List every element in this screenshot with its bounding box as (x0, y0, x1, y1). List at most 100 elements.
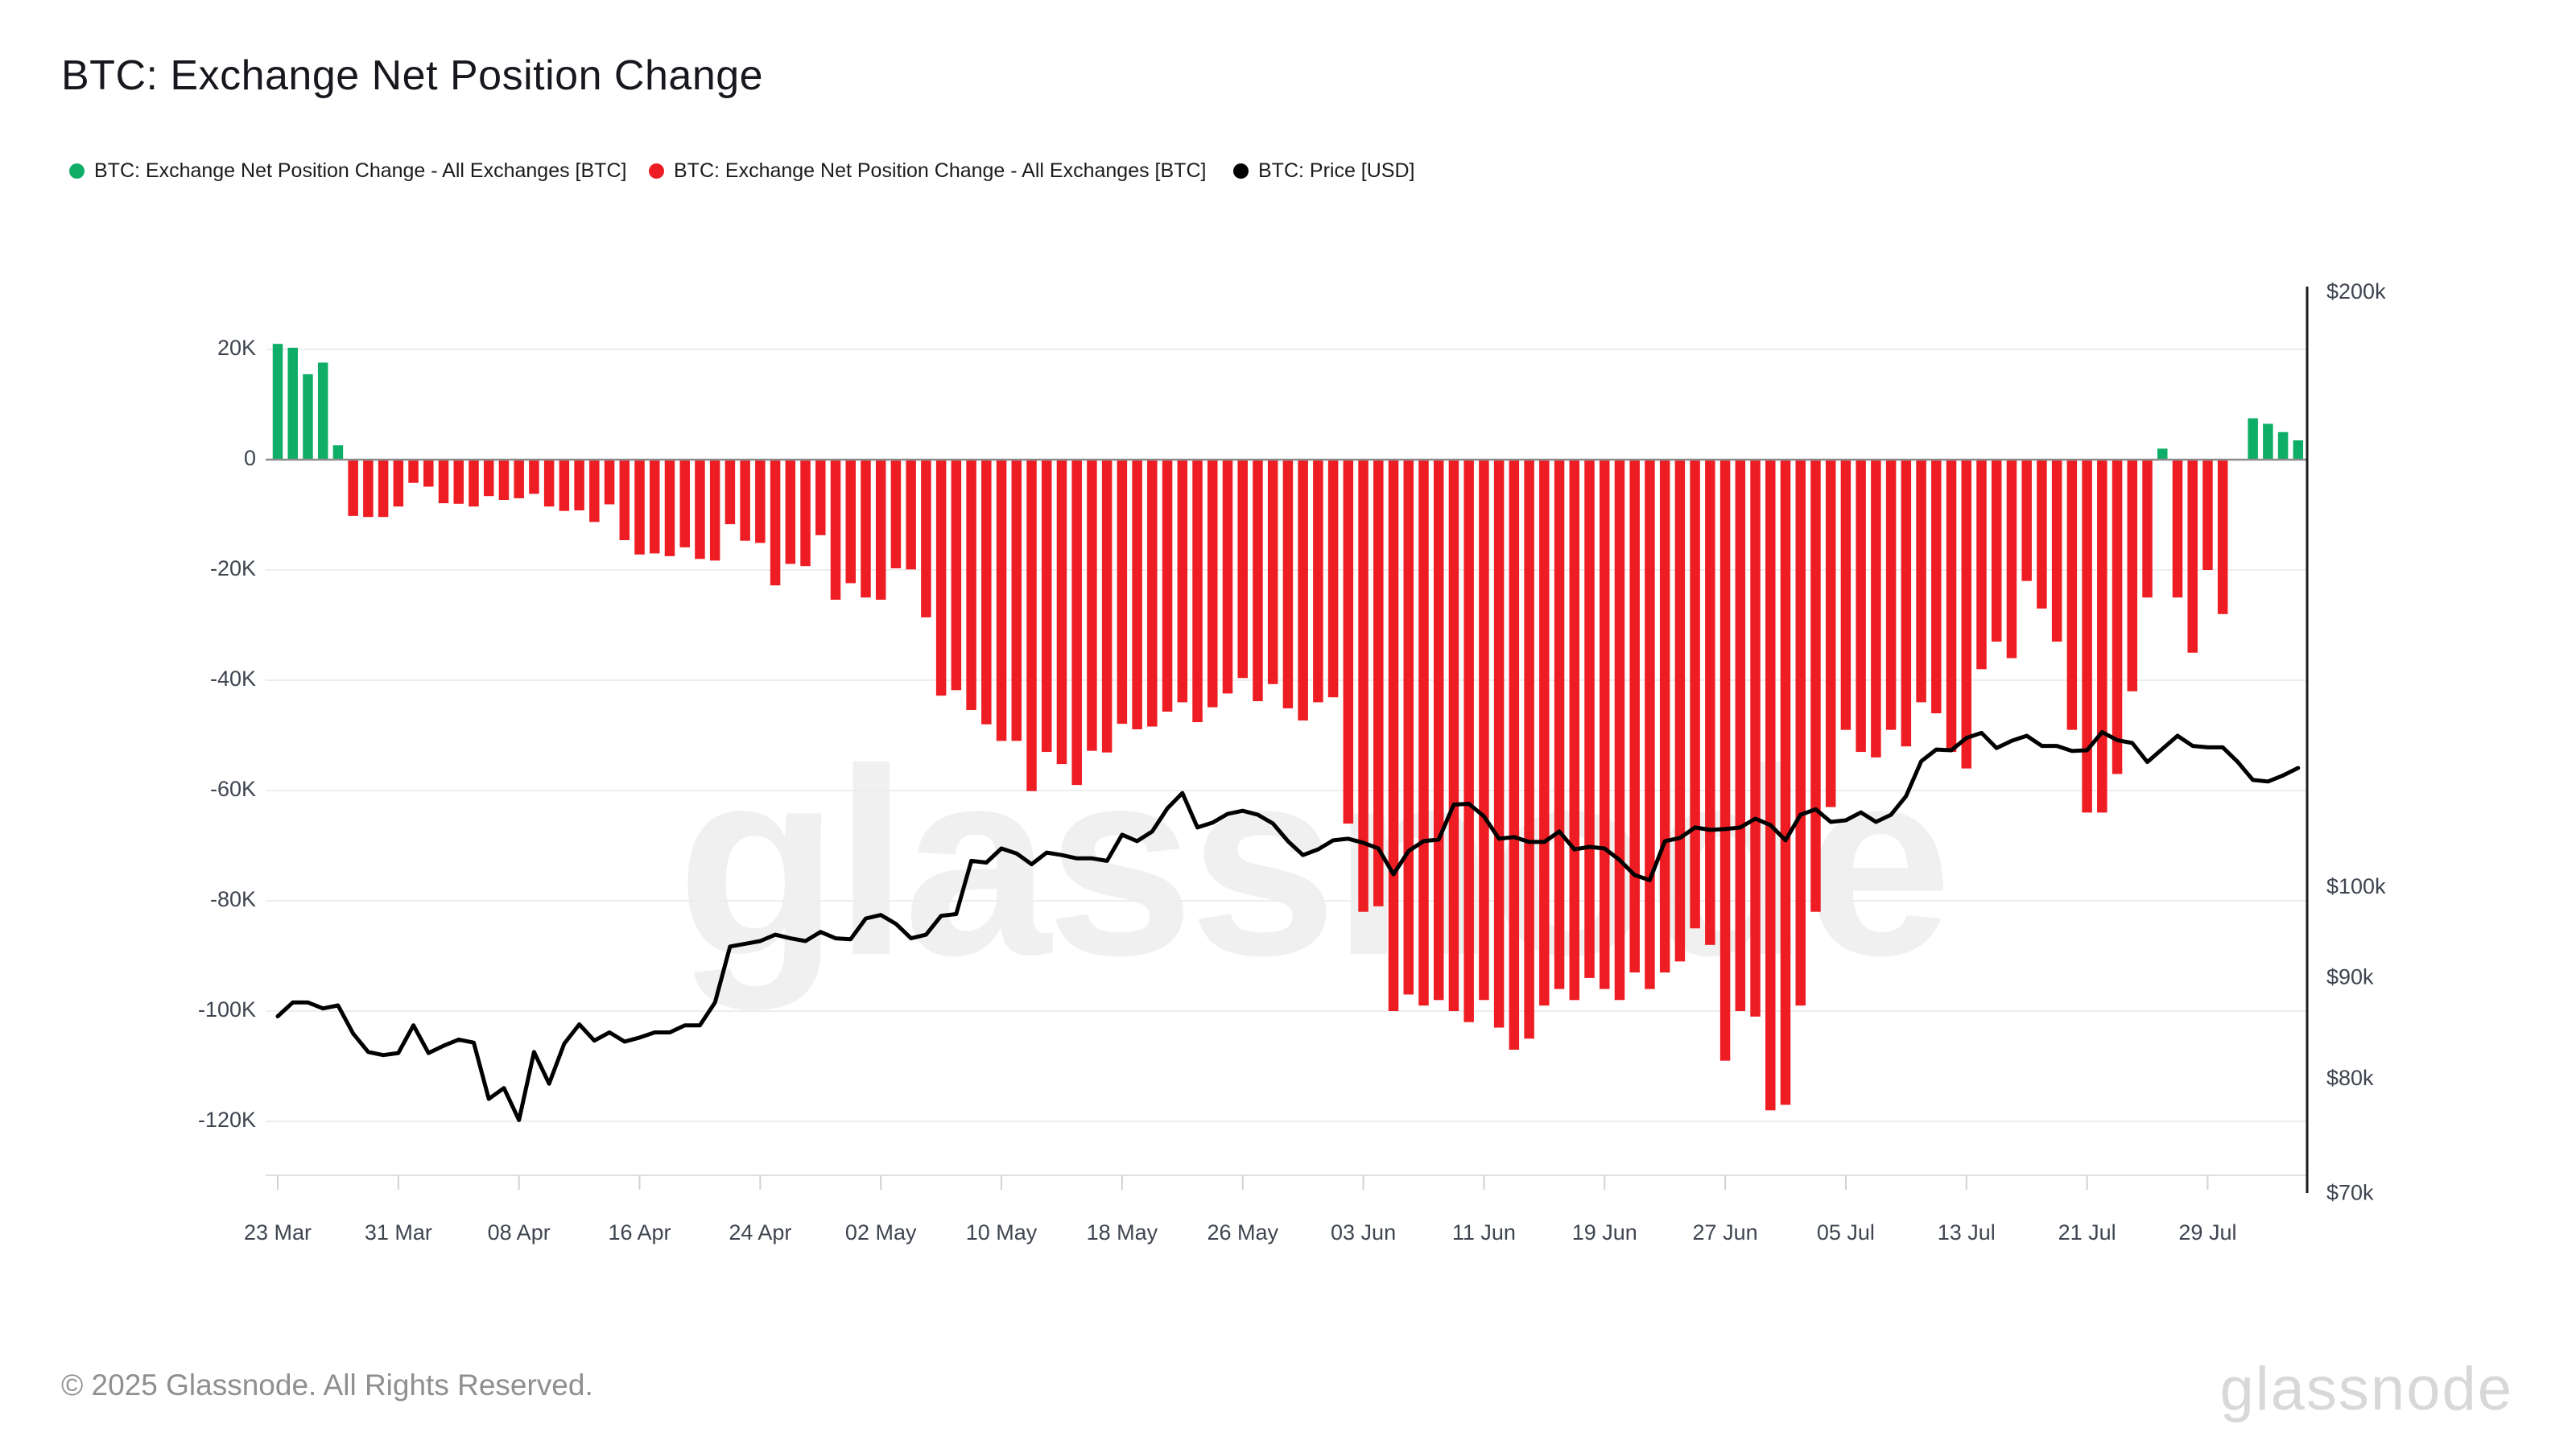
netflow-bar[interactable] (815, 460, 826, 535)
netflow-bar[interactable] (650, 460, 660, 554)
netflow-bar[interactable] (1524, 460, 1534, 1039)
netflow-bar[interactable] (679, 460, 690, 547)
netflow-bar[interactable] (770, 460, 781, 586)
netflow-bar[interactable] (1991, 460, 2002, 642)
netflow-bar[interactable] (951, 460, 962, 691)
netflow-bar[interactable] (1222, 460, 1233, 694)
netflow-bar[interactable] (378, 460, 389, 518)
netflow-bar[interactable] (2112, 460, 2123, 774)
netflow-bar[interactable] (2293, 440, 2304, 460)
netflow-bar[interactable] (2263, 423, 2273, 460)
netflow-bar[interactable] (906, 460, 916, 570)
netflow-bar[interactable] (574, 460, 584, 511)
netflow-bar[interactable] (1976, 460, 1987, 670)
netflow-bar[interactable] (2142, 460, 2153, 598)
netflow-bar[interactable] (861, 460, 871, 598)
netflow-bar[interactable] (332, 445, 344, 460)
netflow-bar[interactable] (890, 460, 902, 568)
netflow-bar[interactable] (724, 460, 736, 525)
netflow-bar[interactable] (483, 460, 494, 497)
netflow-bar[interactable] (303, 374, 313, 460)
netflow-bar[interactable] (1735, 460, 1746, 1011)
netflow-bar[interactable] (423, 460, 434, 487)
netflow-bar[interactable] (1719, 460, 1731, 1061)
netflow-bar[interactable] (1705, 460, 1715, 945)
netflow-bar[interactable] (1253, 460, 1263, 702)
netflow-bar[interactable] (514, 460, 524, 498)
netflow-bar[interactable] (1795, 460, 1806, 1006)
netflow-bar[interactable] (1554, 460, 1565, 989)
netflow-bar[interactable] (1599, 460, 1610, 989)
netflow-bar[interactable] (664, 460, 675, 556)
legend-item-price[interactable]: BTC: Price [USD] (1233, 159, 1414, 183)
netflow-bar[interactable] (2202, 460, 2213, 570)
netflow-bar[interactable] (1418, 460, 1429, 1006)
netflow-bar[interactable] (393, 460, 404, 507)
netflow-bar[interactable] (2021, 460, 2032, 581)
netflow-bar[interactable] (1569, 460, 1580, 1001)
netflow-bar[interactable] (1584, 460, 1595, 978)
netflow-bar[interactable] (1313, 460, 1323, 703)
netflow-bar[interactable] (1750, 460, 1761, 1017)
netflow-bar[interactable] (1614, 460, 1625, 1001)
netflow-bar[interactable] (453, 460, 464, 504)
netflow-bar[interactable] (1298, 460, 1308, 721)
netflow-bar[interactable] (1041, 460, 1052, 753)
netflow-bar[interactable] (981, 460, 992, 724)
netflow-bar[interactable] (1479, 460, 1489, 1001)
netflow-bar[interactable] (1961, 460, 1972, 769)
netflow-bar[interactable] (695, 460, 705, 559)
netflow-bar[interactable] (1087, 460, 1097, 751)
netflow-bar[interactable] (543, 460, 555, 507)
netflow-bar[interactable] (1659, 460, 1670, 973)
netflow-bar[interactable] (272, 344, 283, 460)
netflow-bar[interactable] (634, 460, 645, 555)
price-line[interactable] (275, 730, 2301, 1122)
netflow-bar[interactable] (498, 460, 510, 501)
netflow-bar[interactable] (1403, 460, 1414, 995)
netflow-bar[interactable] (469, 460, 479, 507)
netflow-bar[interactable] (1132, 460, 1142, 729)
netflow-bar[interactable] (1825, 460, 1836, 807)
netflow-bar[interactable] (1493, 460, 1505, 1028)
netflow-bar[interactable] (935, 460, 947, 696)
netflow-bar[interactable] (438, 460, 449, 504)
netflow-bar[interactable] (589, 460, 600, 522)
netflow-bar[interactable] (1071, 460, 1082, 786)
netflow-bar[interactable] (1433, 460, 1444, 1001)
netflow-bar[interactable] (1690, 460, 1700, 929)
legend-item-netflow-negative[interactable]: BTC: Exchange Net Position Change - All … (649, 159, 1206, 183)
netflow-bar[interactable] (1177, 460, 1188, 703)
netflow-bar[interactable] (2248, 418, 2258, 460)
netflow-bar[interactable] (921, 460, 931, 617)
netflow-bar[interactable] (1026, 460, 1037, 791)
netflow-bar[interactable] (2157, 448, 2168, 460)
netflow-bar[interactable] (1267, 460, 1278, 684)
netflow-bar[interactable] (1056, 460, 1067, 765)
netflow-bar[interactable] (2172, 460, 2183, 598)
netflow-bar[interactable] (1282, 460, 1294, 708)
netflow-bar[interactable] (709, 460, 720, 561)
netflow-bar[interactable] (966, 460, 976, 710)
netflow-bar[interactable] (529, 460, 539, 494)
netflow-bar[interactable] (740, 460, 750, 541)
netflow-bar[interactable] (875, 460, 886, 600)
netflow-bar[interactable] (604, 460, 615, 505)
netflow-bar[interactable] (1901, 460, 1912, 747)
netflow-bar[interactable] (1373, 460, 1384, 906)
netflow-bar[interactable] (1539, 460, 1550, 1006)
netflow-bar[interactable] (800, 460, 811, 567)
netflow-bar[interactable] (2037, 460, 2047, 609)
netflow-bar[interactable] (2051, 460, 2062, 642)
netflow-bar[interactable] (1011, 460, 1022, 741)
netflow-bar[interactable] (1343, 460, 1354, 824)
netflow-bar[interactable] (1101, 460, 1113, 753)
netflow-bar[interactable] (1327, 460, 1339, 698)
netflow-bar[interactable] (348, 460, 358, 516)
netflow-bar[interactable] (2127, 460, 2138, 691)
netflow-bar[interactable] (2097, 460, 2107, 813)
netflow-bar[interactable] (1237, 460, 1248, 679)
netflow-bar[interactable] (2082, 460, 2092, 813)
netflow-bar[interactable] (1931, 460, 1942, 714)
netflow-bar[interactable] (1162, 460, 1173, 712)
